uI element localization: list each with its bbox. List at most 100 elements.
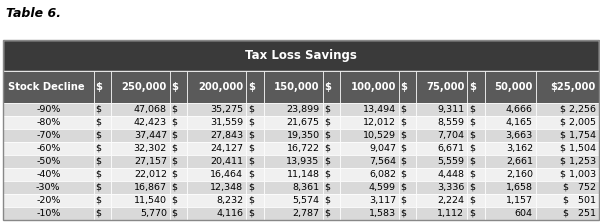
FancyBboxPatch shape (485, 71, 536, 103)
Text: $: $ (95, 82, 102, 92)
Text: $: $ (172, 157, 178, 166)
FancyBboxPatch shape (399, 129, 416, 142)
Text: $: $ (401, 157, 407, 166)
Text: 5,770: 5,770 (140, 209, 167, 218)
FancyBboxPatch shape (536, 194, 599, 207)
Text: $: $ (325, 131, 331, 140)
Text: 2,787: 2,787 (293, 209, 320, 218)
Text: $: $ (248, 170, 254, 179)
Text: $: $ (401, 82, 407, 92)
Text: $: $ (172, 196, 178, 205)
Text: Tax Loss Savings: Tax Loss Savings (245, 49, 357, 62)
FancyBboxPatch shape (94, 71, 111, 103)
FancyBboxPatch shape (340, 103, 399, 116)
Text: 27,157: 27,157 (134, 157, 167, 166)
Text: 604: 604 (515, 209, 533, 218)
FancyBboxPatch shape (187, 103, 246, 116)
Text: Stock Decline: Stock Decline (8, 82, 85, 92)
Text: 23,899: 23,899 (286, 105, 320, 114)
Text: $: $ (172, 170, 178, 179)
FancyBboxPatch shape (246, 207, 263, 220)
FancyBboxPatch shape (340, 207, 399, 220)
FancyBboxPatch shape (3, 194, 94, 207)
FancyBboxPatch shape (485, 194, 536, 207)
FancyBboxPatch shape (485, 155, 536, 168)
FancyBboxPatch shape (323, 129, 340, 142)
Text: 20,411: 20,411 (210, 157, 243, 166)
FancyBboxPatch shape (94, 181, 111, 194)
FancyBboxPatch shape (263, 116, 323, 129)
FancyBboxPatch shape (536, 71, 599, 103)
FancyBboxPatch shape (536, 103, 599, 116)
Text: 4,666: 4,666 (506, 105, 533, 114)
Text: $: $ (248, 131, 254, 140)
Text: 16,867: 16,867 (134, 183, 167, 192)
FancyBboxPatch shape (340, 194, 399, 207)
FancyBboxPatch shape (94, 168, 111, 181)
Text: 42,423: 42,423 (134, 118, 167, 127)
Text: $: $ (401, 105, 407, 114)
FancyBboxPatch shape (187, 155, 246, 168)
Text: 13,935: 13,935 (286, 157, 320, 166)
FancyBboxPatch shape (416, 142, 467, 155)
FancyBboxPatch shape (485, 142, 536, 155)
FancyBboxPatch shape (246, 181, 263, 194)
FancyBboxPatch shape (111, 116, 170, 129)
Text: $: $ (325, 157, 331, 166)
FancyBboxPatch shape (246, 103, 263, 116)
FancyBboxPatch shape (170, 129, 187, 142)
FancyBboxPatch shape (416, 129, 467, 142)
FancyBboxPatch shape (467, 194, 485, 207)
FancyBboxPatch shape (3, 142, 94, 155)
FancyBboxPatch shape (263, 71, 323, 103)
Text: 1,157: 1,157 (506, 196, 533, 205)
FancyBboxPatch shape (94, 207, 111, 220)
Text: $: $ (95, 209, 101, 218)
FancyBboxPatch shape (3, 168, 94, 181)
FancyBboxPatch shape (263, 129, 323, 142)
FancyBboxPatch shape (399, 116, 416, 129)
FancyBboxPatch shape (340, 142, 399, 155)
Text: 5,559: 5,559 (437, 157, 464, 166)
Text: 11,148: 11,148 (287, 170, 320, 179)
Text: $: $ (248, 183, 254, 192)
Text: $: $ (172, 105, 178, 114)
FancyBboxPatch shape (187, 129, 246, 142)
FancyBboxPatch shape (263, 142, 323, 155)
Text: 7,704: 7,704 (437, 131, 464, 140)
Text: $: $ (248, 82, 255, 92)
Text: 8,232: 8,232 (216, 196, 243, 205)
Text: 2,661: 2,661 (506, 157, 533, 166)
FancyBboxPatch shape (263, 155, 323, 168)
FancyBboxPatch shape (467, 181, 485, 194)
FancyBboxPatch shape (340, 71, 399, 103)
Text: $: $ (401, 118, 407, 127)
Text: $ 1,253: $ 1,253 (560, 157, 596, 166)
Text: $: $ (325, 105, 331, 114)
Text: $   501: $ 501 (563, 196, 596, 205)
FancyBboxPatch shape (416, 116, 467, 129)
FancyBboxPatch shape (536, 168, 599, 181)
Text: $25,000: $25,000 (551, 82, 596, 92)
FancyBboxPatch shape (170, 103, 187, 116)
FancyBboxPatch shape (467, 142, 485, 155)
Text: Table 6.: Table 6. (6, 7, 61, 20)
Text: $: $ (95, 157, 101, 166)
FancyBboxPatch shape (323, 168, 340, 181)
FancyBboxPatch shape (111, 168, 170, 181)
Text: $: $ (469, 209, 475, 218)
Text: $: $ (248, 118, 254, 127)
Text: 5,574: 5,574 (293, 196, 320, 205)
FancyBboxPatch shape (187, 71, 246, 103)
Text: $ 1,754: $ 1,754 (560, 131, 596, 140)
FancyBboxPatch shape (467, 155, 485, 168)
Text: 31,559: 31,559 (210, 118, 243, 127)
Text: 1,112: 1,112 (437, 209, 464, 218)
FancyBboxPatch shape (340, 116, 399, 129)
Text: $: $ (95, 170, 101, 179)
Text: 50,000: 50,000 (494, 82, 533, 92)
FancyBboxPatch shape (416, 103, 467, 116)
FancyBboxPatch shape (170, 181, 187, 194)
FancyBboxPatch shape (485, 168, 536, 181)
Text: 200,000: 200,000 (198, 82, 243, 92)
